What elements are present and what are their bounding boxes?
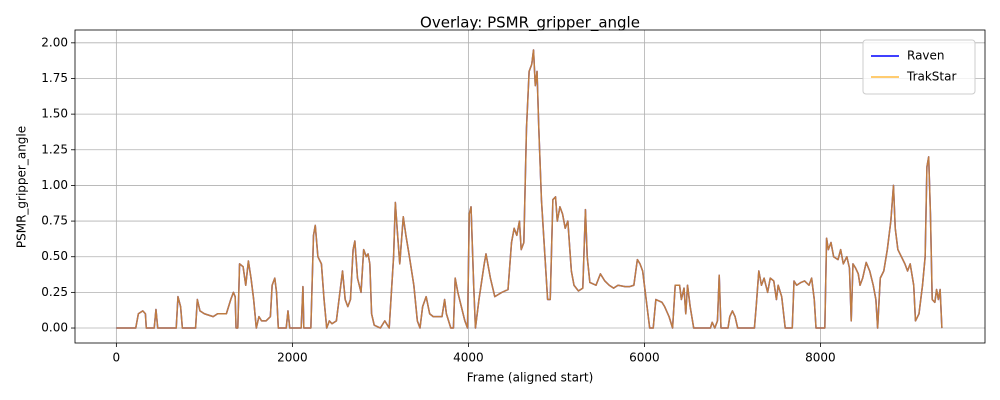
plot-frame	[74, 29, 986, 344]
series-line	[116, 49, 943, 329]
x-tick-label: 4000	[453, 351, 484, 365]
y-tick-label: 2.00	[41, 35, 68, 49]
y-tick-label: 0.25	[41, 285, 68, 299]
y-tick-label: 1.75	[41, 71, 68, 85]
x-tick-label: 2000	[277, 351, 308, 365]
y-axis-label: PSMR_gripper_angle	[15, 126, 29, 248]
y-tick-label: 1.50	[41, 107, 68, 121]
y-tick-label: 0.50	[41, 249, 68, 263]
x-axis-label: Frame (aligned start)	[467, 371, 594, 385]
legend-label: Raven	[907, 49, 945, 63]
legend: Raven TrakStar	[862, 39, 976, 95]
y-tick-label: 1.25	[41, 142, 68, 156]
x-tick-label: 8000	[805, 351, 836, 365]
y-tick-label: 0.75	[41, 214, 68, 228]
y-tick-label: 1.00	[41, 178, 68, 192]
x-tick-label: 6000	[629, 351, 660, 365]
legend-label: TrakStar	[906, 70, 956, 84]
x-tick-label: 0	[113, 351, 121, 365]
chart-title: Overlay: PSMR_gripper_angle	[420, 14, 640, 33]
y-tick-label: 0.00	[41, 321, 68, 335]
legend-box	[862, 39, 976, 95]
